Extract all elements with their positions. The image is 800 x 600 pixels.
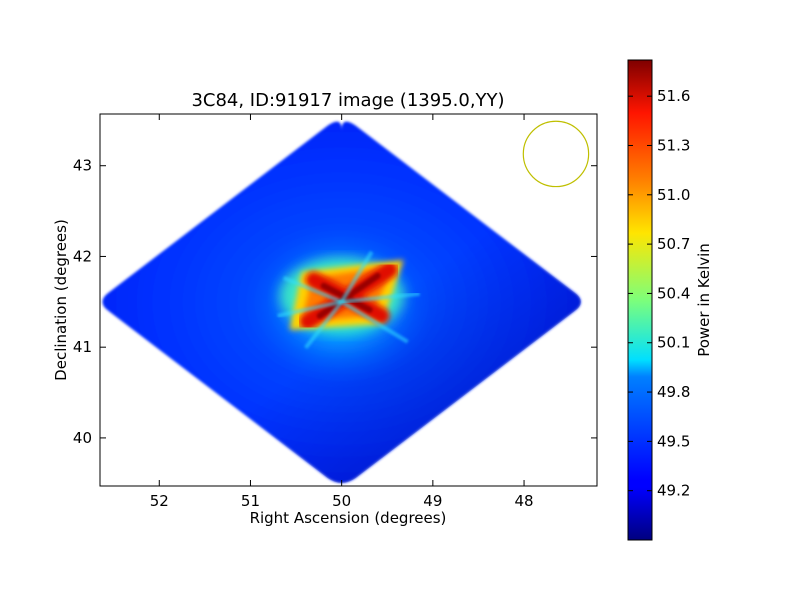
plot-frame xyxy=(99,113,598,487)
core-spoke xyxy=(341,291,420,304)
y-axis-ticks: 40 41 42 43 xyxy=(73,157,597,447)
x-tick-label: 51 xyxy=(241,492,260,510)
colorbar-tick-label: 50.4 xyxy=(657,284,690,302)
y-axis-label: Declination (degrees) xyxy=(52,219,70,381)
core-spoke xyxy=(340,300,409,344)
colorbar-tick-label: 50.7 xyxy=(657,235,690,253)
x-tick-label: 49 xyxy=(423,492,442,510)
y-tick-label: 42 xyxy=(73,247,92,265)
core-spoke xyxy=(277,299,343,318)
beam-circle xyxy=(522,120,590,188)
x-axis-ticks: 52 51 50 49 48 xyxy=(150,114,534,510)
core-spoke xyxy=(304,300,344,350)
colorbar-tick-label: 49.8 xyxy=(657,383,690,401)
colorbar-tick-label: 51.6 xyxy=(657,87,690,105)
heatmap-image xyxy=(102,121,581,483)
x-axis-label: Right Ascension (degrees) xyxy=(250,509,447,527)
x-tick-label: 50 xyxy=(332,492,351,510)
chart-title: 3C84, ID:91917 image (1395.0,YY) xyxy=(191,90,504,111)
colorbar-ticks: 49.2 49.5 49.8 50.1 50.4 50.7 51.0 51.3 51.6 xyxy=(628,87,690,500)
core-spoke xyxy=(282,275,343,304)
colorbar-tick-label: 49.5 xyxy=(657,432,690,450)
colorbar-label: Power in Kelvin xyxy=(695,243,713,357)
core-peak xyxy=(316,272,381,319)
x-tick-label: 52 xyxy=(150,492,169,510)
y-tick-label: 41 xyxy=(73,338,92,356)
y-tick-label: 40 xyxy=(73,429,92,447)
colorbar-tick-label: 51.0 xyxy=(657,186,690,204)
colorbar-tick-label: 50.1 xyxy=(657,334,690,352)
y-tick-label: 43 xyxy=(73,157,92,175)
core-spoke xyxy=(339,250,374,303)
colorbar-tick-label: 49.2 xyxy=(657,482,690,500)
colorbar-tick-label: 51.3 xyxy=(657,136,690,154)
x-tick-label: 48 xyxy=(514,492,533,510)
colorbar xyxy=(627,59,653,541)
